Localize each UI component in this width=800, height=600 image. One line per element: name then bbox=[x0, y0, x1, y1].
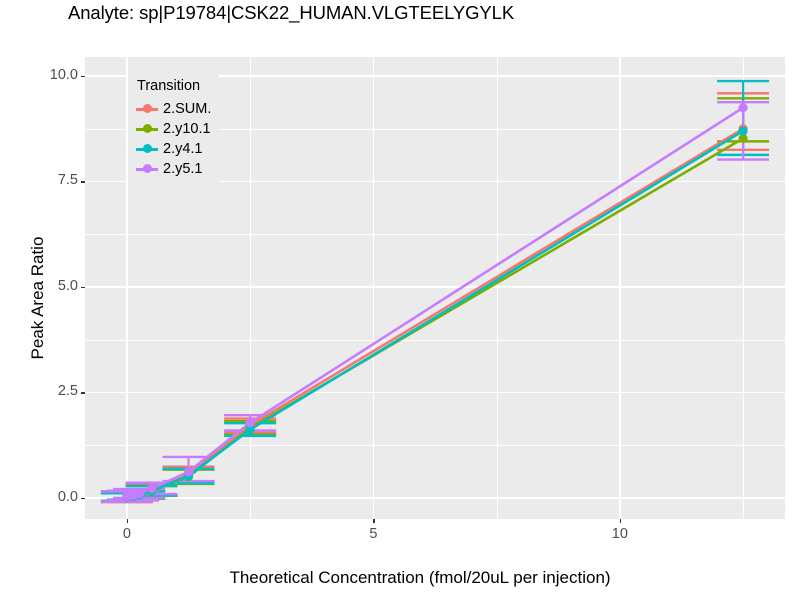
gridline-major-horizontal bbox=[85, 180, 785, 183]
x-tick-mark bbox=[126, 519, 129, 523]
legend-item[interactable]: 2.y4.1 bbox=[136, 139, 211, 159]
legend-item[interactable]: 2.y5.1 bbox=[136, 159, 211, 179]
y-tick-mark bbox=[81, 75, 85, 78]
x-axis-title: Theoretical Concentration (fmol/20uL per… bbox=[229, 568, 611, 587]
legend-item[interactable]: 2.SUM. bbox=[136, 99, 211, 119]
y-tick-label: 7.5 bbox=[57, 172, 78, 189]
gridline-major-horizontal bbox=[85, 286, 785, 288]
gridline-minor-horizontal bbox=[85, 128, 785, 130]
gridline-major-horizontal bbox=[85, 391, 785, 394]
legend-key-icon bbox=[136, 119, 158, 139]
data-point bbox=[738, 126, 748, 136]
data-series-layer bbox=[100, 79, 770, 504]
gridline-minor-vertical bbox=[743, 57, 744, 519]
x-tick-mark bbox=[373, 519, 375, 523]
page-title: Analyte: sp|P19784|CSK22_HUMAN.VLGTEELYG… bbox=[68, 2, 515, 23]
legend-key-dot bbox=[143, 144, 152, 153]
data-point bbox=[738, 103, 748, 113]
legend-key-dot bbox=[143, 124, 152, 133]
legend-key-dot bbox=[143, 164, 152, 173]
gridline-major-horizontal bbox=[85, 75, 785, 77]
gridline-minor-horizontal bbox=[85, 234, 785, 235]
legend-key-dot bbox=[143, 104, 152, 113]
legend-key-icon bbox=[136, 99, 158, 119]
gridline-major-vertical bbox=[372, 57, 375, 519]
legend-item-label: 2.y4.1 bbox=[163, 141, 203, 157]
gridline-minor-horizontal bbox=[85, 339, 785, 341]
gridline-minor-vertical bbox=[496, 57, 498, 519]
legend-entries: 2.SUM. 2.y10.1 2.y4.1 2.y5.1 bbox=[136, 99, 211, 179]
legend-title: Transition bbox=[137, 78, 201, 94]
legend-key-icon bbox=[136, 159, 158, 179]
legend-item-label: 2.SUM. bbox=[163, 101, 212, 117]
x-tick-label: 5 bbox=[369, 526, 378, 542]
gridline-major-vertical bbox=[619, 57, 621, 519]
x-tick-mark bbox=[619, 519, 622, 523]
data-point bbox=[183, 467, 194, 477]
gridline-major-vertical bbox=[126, 57, 128, 519]
data-point bbox=[245, 424, 255, 435]
gridline-minor-horizontal bbox=[85, 445, 785, 446]
y-tick-mark bbox=[81, 286, 85, 289]
gridline-minor-vertical bbox=[250, 57, 251, 519]
y-tick-label: 2.5 bbox=[57, 383, 78, 400]
legend-key-icon bbox=[136, 139, 158, 159]
y-tick-mark bbox=[81, 181, 85, 183]
y-tick-label: 10.0 bbox=[49, 66, 78, 83]
data-point bbox=[738, 133, 748, 144]
y-tick-mark bbox=[81, 497, 85, 500]
data-point bbox=[245, 418, 255, 428]
legend-item-label: 2.y5.1 bbox=[163, 161, 203, 177]
x-tick-label: 0 bbox=[122, 526, 131, 542]
legend-item[interactable]: 2.y10.1 bbox=[136, 119, 211, 139]
x-tick-label: 10 bbox=[611, 526, 628, 542]
y-tick-mark bbox=[81, 392, 85, 394]
legend: Transition 2.SUM. 2.y10.1 2.y4.1 2.y5.1 bbox=[128, 72, 220, 186]
data-point bbox=[146, 484, 157, 494]
data-point bbox=[134, 489, 144, 499]
gridline-major-horizontal bbox=[85, 497, 785, 499]
y-tick-label: 5.0 bbox=[57, 277, 78, 294]
legend-item-label: 2.y10.1 bbox=[163, 121, 211, 137]
y-tick-label: 0.0 bbox=[57, 488, 78, 505]
